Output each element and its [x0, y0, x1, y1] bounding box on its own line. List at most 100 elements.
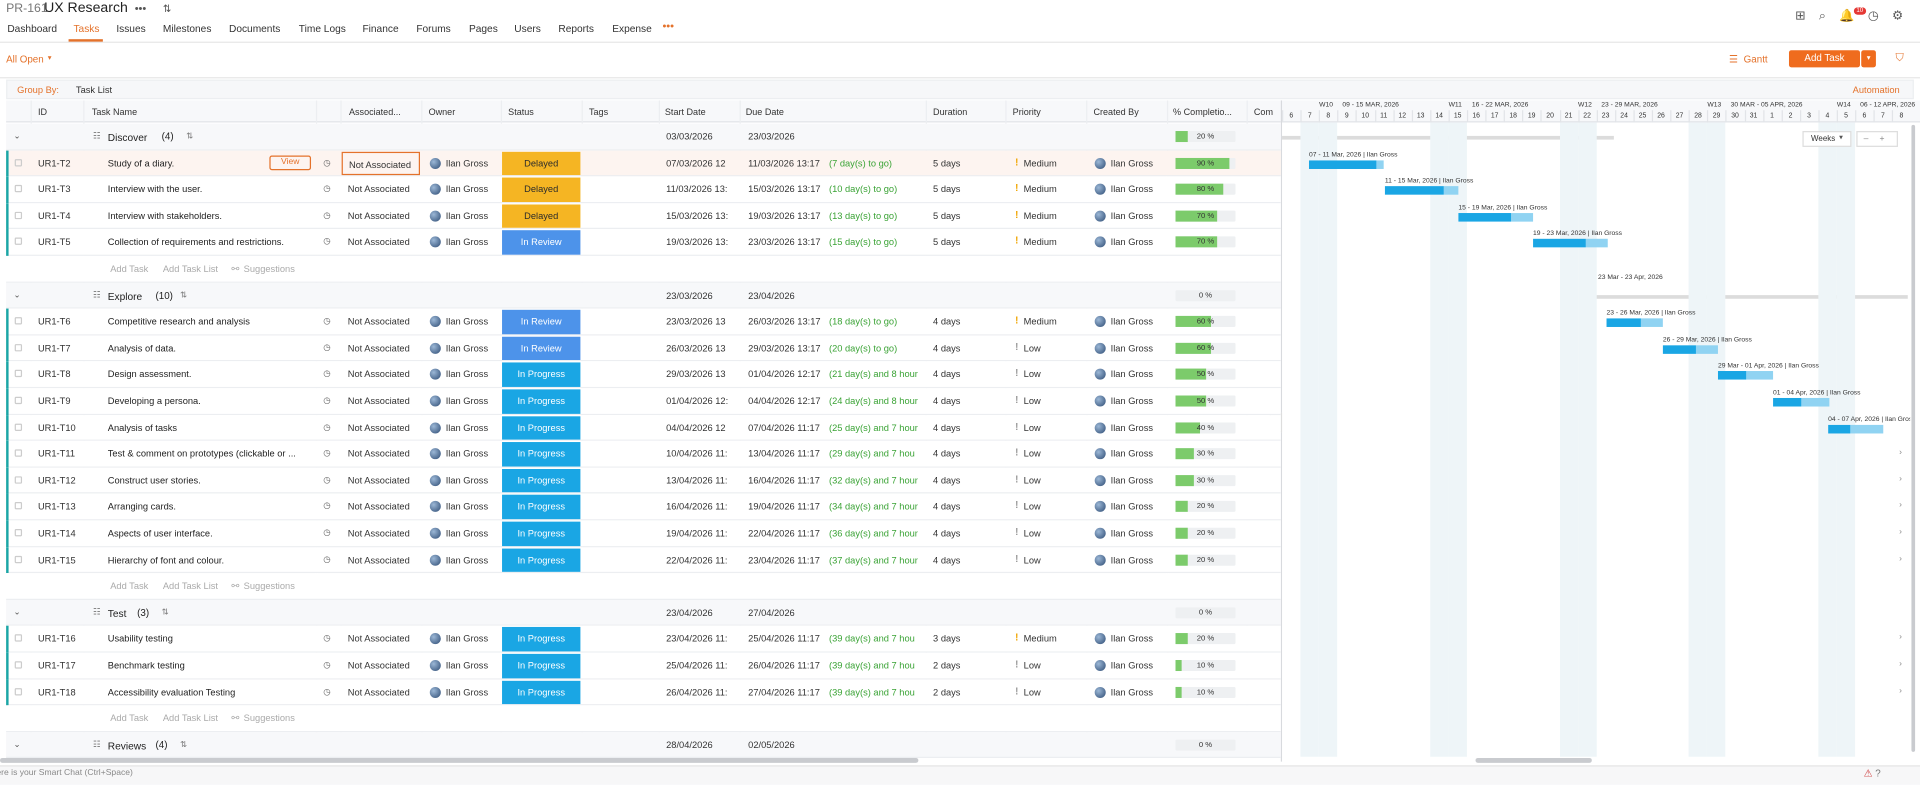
- owner-name[interactable]: Ilan Gross: [445, 316, 489, 328]
- add-task-caret[interactable]: ▾: [1861, 50, 1876, 68]
- groupby-value[interactable]: Task List: [75, 84, 113, 96]
- tab[interactable]: Issues: [116, 22, 146, 35]
- timer-icon[interactable]: ◷: [323, 370, 331, 379]
- owner-name[interactable]: Ilan Gross: [445, 369, 489, 381]
- task-name[interactable]: Hierarchy of font and colour.: [107, 554, 225, 566]
- project-icon[interactable]: ⇅: [162, 3, 172, 15]
- status-cell[interactable]: In Progress: [502, 389, 581, 414]
- timer-icon[interactable]: ◷: [323, 476, 331, 485]
- task-id[interactable]: UR1-T12: [37, 474, 76, 486]
- column-header[interactable]: Com: [1253, 106, 1273, 118]
- tab[interactable]: Pages: [468, 22, 498, 35]
- status-cell[interactable]: In Progress: [502, 442, 581, 467]
- task-name[interactable]: Collection of requirements and restricti…: [107, 236, 285, 248]
- timer-icon[interactable]: ◷: [323, 343, 331, 353]
- associated[interactable]: Not Associated: [347, 236, 410, 248]
- column-header[interactable]: Tags: [588, 106, 609, 118]
- priority[interactable]: Medium: [1023, 633, 1057, 645]
- associated[interactable]: Not Associated: [347, 474, 410, 486]
- task-name[interactable]: Study of a diary.: [107, 157, 175, 169]
- task-id[interactable]: UR1-T5: [37, 236, 71, 248]
- group-toggle[interactable]: ⌄: [13, 290, 21, 300]
- timer-icon[interactable]: ◷: [323, 158, 331, 168]
- task-name[interactable]: Test & comment on prototypes (clickable …: [107, 448, 296, 460]
- add-task-list[interactable]: Add Task List: [162, 580, 218, 592]
- associated[interactable]: Not Associated: [347, 660, 410, 672]
- group-sort[interactable]: ⇅: [186, 132, 194, 141]
- gantt-bar[interactable]: [1606, 318, 1663, 328]
- associated[interactable]: Not Associated: [347, 501, 410, 513]
- owner-name[interactable]: Ilan Gross: [445, 342, 489, 354]
- add-task-list[interactable]: Add Task List: [162, 263, 218, 275]
- status-cell[interactable]: In Progress: [502, 468, 581, 493]
- view-dropdown[interactable]: Gantt: [1743, 53, 1768, 65]
- status-cell[interactable]: In Progress: [502, 680, 581, 705]
- task-id[interactable]: UR1-T15: [37, 554, 76, 566]
- owner-name[interactable]: Ilan Gross: [445, 157, 489, 169]
- associated[interactable]: Not Associated: [347, 527, 410, 539]
- owner-name[interactable]: Ilan Gross: [445, 236, 489, 248]
- row-checkbox[interactable]: [14, 449, 23, 457]
- row-checkbox[interactable]: [14, 528, 23, 537]
- status-cell[interactable]: Delayed: [502, 151, 581, 176]
- smart-chat[interactable]: Here is your Smart Chat (Ctrl+Space): [0, 768, 133, 778]
- row-checkbox[interactable]: [14, 423, 23, 431]
- group-sort[interactable]: ⇅: [180, 290, 188, 300]
- task-name[interactable]: Interview with stakeholders.: [107, 210, 222, 222]
- priority[interactable]: Medium: [1023, 316, 1057, 328]
- status-cell[interactable]: In Progress: [502, 653, 581, 678]
- status-cell[interactable]: Delayed: [502, 177, 581, 202]
- status-cell[interactable]: In Review: [502, 336, 581, 361]
- associated[interactable]: Not Associated: [347, 421, 410, 433]
- timer-icon[interactable]: ◷: [323, 317, 331, 326]
- tab[interactable]: Expense: [612, 22, 652, 35]
- group-toggle[interactable]: ⌄: [13, 608, 21, 617]
- timer-icon[interactable]: ◷: [323, 396, 331, 406]
- task-id[interactable]: UR1-T4: [37, 210, 71, 222]
- column-header[interactable]: Status: [508, 106, 534, 118]
- row-checkbox[interactable]: [14, 185, 23, 193]
- associated[interactable]: Not Associated: [347, 210, 410, 222]
- associated[interactable]: Not Associated: [347, 448, 410, 460]
- priority[interactable]: Low: [1023, 660, 1041, 672]
- priority[interactable]: Low: [1023, 395, 1041, 407]
- priority[interactable]: Low: [1023, 421, 1041, 433]
- groupby-label[interactable]: Group By:: [17, 84, 60, 96]
- owner-name[interactable]: Ilan Gross: [445, 501, 489, 513]
- status-cell[interactable]: Delayed: [502, 204, 581, 229]
- owner-name[interactable]: Ilan Gross: [445, 210, 489, 222]
- associated[interactable]: Not Associated: [347, 342, 410, 354]
- task-name[interactable]: Developing a persona.: [107, 395, 201, 407]
- column-header[interactable]: Associated...: [348, 106, 401, 118]
- priority[interactable]: Low: [1023, 342, 1041, 354]
- suggestions[interactable]: ⚯: [231, 580, 240, 592]
- task-id[interactable]: UR1-T7: [37, 342, 71, 354]
- task-name[interactable]: Analysis of data.: [107, 342, 176, 354]
- task-id[interactable]: UR1-T14: [37, 527, 76, 539]
- tab[interactable]: Finance: [362, 22, 399, 35]
- task-name[interactable]: Interview with the user.: [107, 183, 203, 195]
- task-name[interactable]: Arranging cards.: [107, 501, 176, 513]
- owner-name[interactable]: Ilan Gross: [445, 660, 489, 672]
- suggestions[interactable]: ⚯: [231, 263, 240, 275]
- row-checkbox[interactable]: [14, 317, 23, 325]
- task-name[interactable]: Competitive research and analysis: [107, 316, 250, 328]
- task-id[interactable]: UR1-T17: [37, 660, 76, 672]
- task-name[interactable]: Accessibility evaluation Testing: [107, 686, 236, 698]
- associated[interactable]: Not Associated: [347, 633, 410, 645]
- priority[interactable]: Low: [1023, 527, 1041, 539]
- timer-icon[interactable]: ◷: [323, 449, 331, 459]
- row-checkbox[interactable]: [14, 238, 23, 246]
- timer-icon[interactable]: ◷: [323, 185, 331, 194]
- row-checkbox[interactable]: [14, 158, 23, 167]
- owner-name[interactable]: Ilan Gross: [445, 554, 489, 566]
- row-checkbox[interactable]: [14, 687, 23, 696]
- priority[interactable]: Medium: [1023, 157, 1057, 169]
- tab[interactable]: Forums: [416, 22, 451, 35]
- associated[interactable]: Not Associated: [347, 554, 410, 566]
- group-toggle[interactable]: ⌄: [13, 132, 21, 141]
- suggestions-label[interactable]: Suggestions: [243, 712, 295, 724]
- task-id[interactable]: UR1-T9: [37, 395, 71, 407]
- task-id[interactable]: UR1-T6: [37, 316, 71, 328]
- suggestions[interactable]: ⚯: [231, 712, 240, 724]
